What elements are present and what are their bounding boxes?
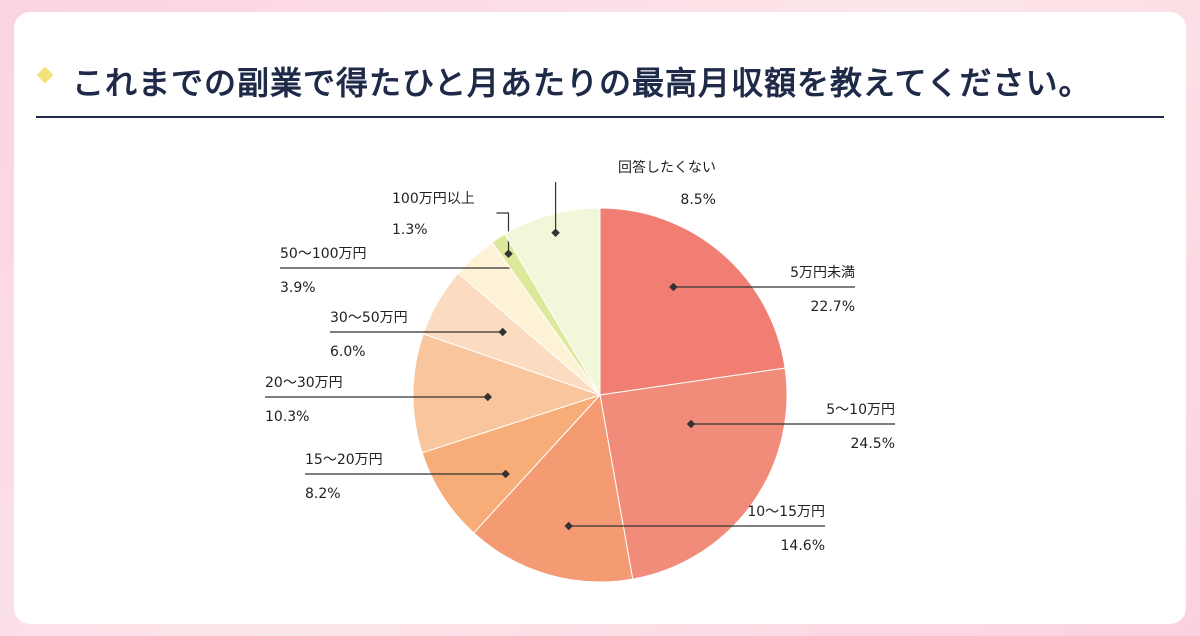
slice-percent-label: 24.5% <box>851 436 895 452</box>
pie-slice <box>599 207 786 396</box>
slice-category-label: 30〜50万円 <box>330 310 408 326</box>
slice-percent-label: 8.2% <box>305 486 341 502</box>
chart-title: これまでの副業で得たひと月あたりの最高月収額を教えてください。 <box>72 64 1092 102</box>
slice-category-label: 5〜10万円 <box>826 402 895 418</box>
leader-marker-icon <box>564 521 573 531</box>
slice-percent-label: 6.0% <box>330 344 366 360</box>
pie-slice <box>421 393 602 534</box>
slice-label-group: 30〜50万円 6.0% <box>330 310 507 360</box>
slice-category-label: 50〜100万円 <box>280 246 367 262</box>
leader-marker-icon <box>686 419 696 429</box>
pie-slice <box>473 393 634 583</box>
slice-label-group: 15〜20万円 8.2% <box>305 452 510 502</box>
slice-category-label: 100万円以上 <box>392 191 475 207</box>
slice-category-label: 20〜30万円 <box>265 375 343 391</box>
title-divider <box>36 116 1164 118</box>
slice-label-group: 回答したくない 8.5% <box>551 159 716 237</box>
leader-marker-icon <box>483 392 493 402</box>
slice-percent-label: 8.5% <box>680 192 716 208</box>
slice-category-label: 10〜15万円 <box>747 504 825 520</box>
slice-label-group: 10〜15万円 14.6% <box>564 504 825 554</box>
slice-label-group: 50〜100万円 3.9% <box>280 246 529 296</box>
slice-percent-label: 1.3% <box>392 222 428 238</box>
slice-percent-label: 14.6% <box>781 538 825 554</box>
pie-slice <box>412 333 602 454</box>
pie-slice <box>504 207 601 397</box>
slice-label-group: 20〜30万円 10.3% <box>265 375 493 425</box>
slice-label-group: 5万円未満 22.7% <box>669 265 855 315</box>
leader-marker-icon <box>669 282 678 292</box>
slice-label-group: 100万円以上 1.3% <box>392 191 513 259</box>
title-row: これまでの副業で得たひと月あたりの最高月収額を教えてください。 <box>36 58 1166 108</box>
slice-label-group: 5〜10万円 24.5% <box>686 402 895 452</box>
slice-percent-label: 22.7% <box>811 299 855 315</box>
pie-slice <box>599 367 788 580</box>
slice-category-label: 5万円未満 <box>790 265 855 281</box>
slice-category-label: 回答したくない <box>618 159 716 176</box>
slice-category-label: 15〜20万円 <box>305 452 383 468</box>
slice-percent-label: 3.9% <box>280 280 316 296</box>
leader-marker-icon <box>498 327 507 337</box>
leader-marker-icon <box>504 249 513 259</box>
slice-percent-label: 10.3% <box>265 409 309 425</box>
leader-marker-icon <box>501 469 510 479</box>
